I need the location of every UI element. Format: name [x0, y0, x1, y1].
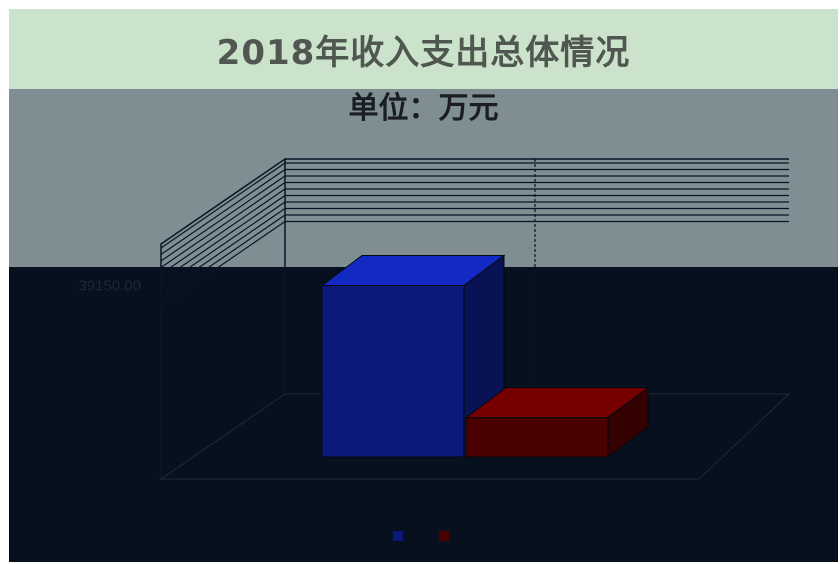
plot-background: [9, 89, 838, 267]
chart-frame: 2018年收入支出总体情况 单位：万元 39150.00: [9, 9, 838, 562]
legend-item-series-1: [392, 531, 409, 541]
side-gridline: [160, 195, 286, 281]
bar-front-series-1: [321, 285, 465, 458]
side-gridline: [160, 175, 286, 262]
bar-side-series-2: [607, 386, 649, 458]
side-gridline: [160, 162, 286, 249]
side-gridline: [160, 188, 286, 275]
chart-plot: 39150.00: [78, 157, 791, 481]
side-gridline: [160, 182, 286, 268]
chart-subtitle: 单位：万元: [348, 91, 499, 126]
side-gridline: [160, 221, 286, 307]
left-wall: [160, 157, 286, 481]
side-gridline: [160, 208, 286, 294]
side-gridline: [160, 214, 286, 301]
y-tick-label: 39150.00: [78, 278, 141, 295]
bar-front-series-2: [465, 417, 609, 458]
chart-floor: [159, 393, 791, 480]
chart-title: 2018年收入支出总体情况: [216, 33, 631, 73]
title-band: [9, 9, 838, 89]
side-gridline: [160, 169, 286, 255]
chart-legend: [9, 531, 838, 541]
side-gridline: [160, 201, 286, 288]
legend-swatch-series-2: [438, 531, 449, 541]
legend-item-series-2: [438, 531, 455, 541]
legend-swatch-series-1: [392, 531, 403, 541]
